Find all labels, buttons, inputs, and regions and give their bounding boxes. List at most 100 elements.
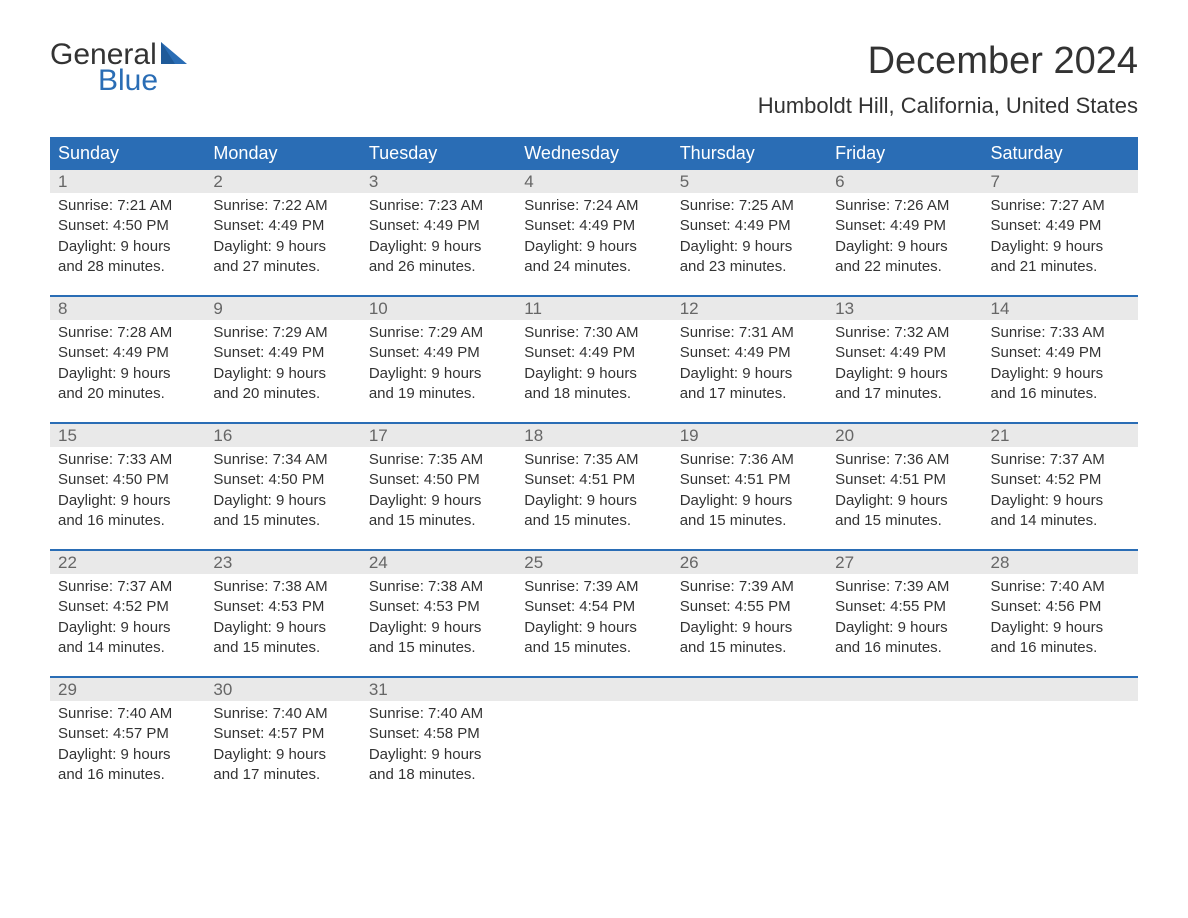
- daylight-line2: and 16 minutes.: [991, 384, 1130, 404]
- daylight-line2: and 17 minutes.: [680, 384, 819, 404]
- day-number: 13: [827, 297, 982, 320]
- daylight-line1: Daylight: 9 hours: [680, 618, 819, 638]
- day-number: 26: [672, 551, 827, 574]
- sunrise-line: Sunrise: 7:33 AM: [58, 450, 197, 470]
- day-cell: Sunrise: 7:24 AMSunset: 4:49 PMDaylight:…: [516, 193, 671, 281]
- day-cell: Sunrise: 7:22 AMSunset: 4:49 PMDaylight:…: [205, 193, 360, 281]
- day-number: 2: [205, 170, 360, 193]
- sunset-line: Sunset: 4:49 PM: [524, 343, 663, 363]
- daylight-line1: Daylight: 9 hours: [369, 364, 508, 384]
- daylight-line1: Daylight: 9 hours: [991, 618, 1130, 638]
- day-number-row: 1234567: [50, 170, 1138, 193]
- sunrise-line: Sunrise: 7:28 AM: [58, 323, 197, 343]
- sunrise-line: Sunrise: 7:22 AM: [213, 196, 352, 216]
- day-cell: Sunrise: 7:39 AMSunset: 4:55 PMDaylight:…: [672, 574, 827, 662]
- day-cell: Sunrise: 7:40 AMSunset: 4:57 PMDaylight:…: [50, 701, 205, 789]
- daylight-line1: Daylight: 9 hours: [369, 491, 508, 511]
- day-number: 6: [827, 170, 982, 193]
- daylight-line2: and 16 minutes.: [58, 511, 197, 531]
- daylight-line1: Daylight: 9 hours: [369, 745, 508, 765]
- sunrise-line: Sunrise: 7:26 AM: [835, 196, 974, 216]
- daylight-line1: Daylight: 9 hours: [991, 237, 1130, 257]
- daylight-line1: Daylight: 9 hours: [58, 618, 197, 638]
- daylight-line2: and 23 minutes.: [680, 257, 819, 277]
- day-number: 20: [827, 424, 982, 447]
- day-cell: Sunrise: 7:28 AMSunset: 4:49 PMDaylight:…: [50, 320, 205, 408]
- day-cell: Sunrise: 7:26 AMSunset: 4:49 PMDaylight:…: [827, 193, 982, 281]
- day-number: 18: [516, 424, 671, 447]
- week-row: 293031Sunrise: 7:40 AMSunset: 4:57 PMDay…: [50, 676, 1138, 789]
- day-cell: Sunrise: 7:29 AMSunset: 4:49 PMDaylight:…: [205, 320, 360, 408]
- week-row: 891011121314Sunrise: 7:28 AMSunset: 4:49…: [50, 295, 1138, 408]
- sunrise-line: Sunrise: 7:34 AM: [213, 450, 352, 470]
- day-cell: Sunrise: 7:39 AMSunset: 4:54 PMDaylight:…: [516, 574, 671, 662]
- daylight-line1: Daylight: 9 hours: [680, 237, 819, 257]
- location-text: Humboldt Hill, California, United States: [758, 93, 1138, 119]
- day-number: 1: [50, 170, 205, 193]
- daylight-line2: and 19 minutes.: [369, 384, 508, 404]
- sunset-line: Sunset: 4:49 PM: [835, 343, 974, 363]
- day-cell: Sunrise: 7:32 AMSunset: 4:49 PMDaylight:…: [827, 320, 982, 408]
- daylight-line2: and 20 minutes.: [58, 384, 197, 404]
- daylight-line2: and 16 minutes.: [991, 638, 1130, 658]
- day-number-row: 15161718192021: [50, 424, 1138, 447]
- daylight-line1: Daylight: 9 hours: [213, 745, 352, 765]
- day-number: 31: [361, 678, 516, 701]
- daylight-line2: and 15 minutes.: [213, 511, 352, 531]
- sunrise-line: Sunrise: 7:38 AM: [369, 577, 508, 597]
- day-cell: Sunrise: 7:38 AMSunset: 4:53 PMDaylight:…: [205, 574, 360, 662]
- sunset-line: Sunset: 4:49 PM: [835, 216, 974, 236]
- sunset-line: Sunset: 4:53 PM: [369, 597, 508, 617]
- day-cell: Sunrise: 7:35 AMSunset: 4:51 PMDaylight:…: [516, 447, 671, 535]
- daylight-line2: and 20 minutes.: [213, 384, 352, 404]
- day-number: 27: [827, 551, 982, 574]
- day-cell: Sunrise: 7:37 AMSunset: 4:52 PMDaylight:…: [983, 447, 1138, 535]
- day-number: 22: [50, 551, 205, 574]
- day-cell: Sunrise: 7:27 AMSunset: 4:49 PMDaylight:…: [983, 193, 1138, 281]
- sunset-line: Sunset: 4:50 PM: [58, 470, 197, 490]
- weekday-header: Thursday: [672, 137, 827, 170]
- sunrise-line: Sunrise: 7:36 AM: [680, 450, 819, 470]
- day-cell: [672, 701, 827, 789]
- header: General Blue December 2024 Humboldt Hill…: [50, 40, 1138, 119]
- day-number-row: 293031: [50, 678, 1138, 701]
- day-number: 29: [50, 678, 205, 701]
- daylight-line2: and 15 minutes.: [524, 638, 663, 658]
- day-number: 4: [516, 170, 671, 193]
- sunset-line: Sunset: 4:50 PM: [58, 216, 197, 236]
- day-cell: Sunrise: 7:35 AMSunset: 4:50 PMDaylight:…: [361, 447, 516, 535]
- day-cell: Sunrise: 7:33 AMSunset: 4:50 PMDaylight:…: [50, 447, 205, 535]
- sunset-line: Sunset: 4:51 PM: [835, 470, 974, 490]
- week-row: 22232425262728Sunrise: 7:37 AMSunset: 4:…: [50, 549, 1138, 662]
- daylight-line1: Daylight: 9 hours: [835, 618, 974, 638]
- logo-word2: Blue: [98, 66, 187, 96]
- daylight-line1: Daylight: 9 hours: [835, 237, 974, 257]
- daylight-line1: Daylight: 9 hours: [369, 237, 508, 257]
- day-number: 9: [205, 297, 360, 320]
- daylight-line2: and 27 minutes.: [213, 257, 352, 277]
- sunrise-line: Sunrise: 7:29 AM: [369, 323, 508, 343]
- daylight-line1: Daylight: 9 hours: [524, 618, 663, 638]
- day-cell: Sunrise: 7:39 AMSunset: 4:55 PMDaylight:…: [827, 574, 982, 662]
- sunset-line: Sunset: 4:55 PM: [680, 597, 819, 617]
- daylight-line2: and 16 minutes.: [835, 638, 974, 658]
- sunset-line: Sunset: 4:50 PM: [369, 470, 508, 490]
- daylight-line2: and 26 minutes.: [369, 257, 508, 277]
- daylight-line1: Daylight: 9 hours: [524, 491, 663, 511]
- sunrise-line: Sunrise: 7:21 AM: [58, 196, 197, 216]
- daylight-line1: Daylight: 9 hours: [58, 745, 197, 765]
- day-cell: Sunrise: 7:37 AMSunset: 4:52 PMDaylight:…: [50, 574, 205, 662]
- day-number: [983, 678, 1138, 701]
- sunrise-line: Sunrise: 7:29 AM: [213, 323, 352, 343]
- day-cell: Sunrise: 7:36 AMSunset: 4:51 PMDaylight:…: [672, 447, 827, 535]
- daylight-line2: and 15 minutes.: [213, 638, 352, 658]
- day-number: 7: [983, 170, 1138, 193]
- daylight-line2: and 18 minutes.: [524, 384, 663, 404]
- sunrise-line: Sunrise: 7:32 AM: [835, 323, 974, 343]
- day-cell: Sunrise: 7:29 AMSunset: 4:49 PMDaylight:…: [361, 320, 516, 408]
- daylight-line2: and 17 minutes.: [835, 384, 974, 404]
- weeks-container: 1234567Sunrise: 7:21 AMSunset: 4:50 PMDa…: [50, 170, 1138, 789]
- sunrise-line: Sunrise: 7:40 AM: [369, 704, 508, 724]
- daylight-line2: and 15 minutes.: [835, 511, 974, 531]
- sunset-line: Sunset: 4:50 PM: [213, 470, 352, 490]
